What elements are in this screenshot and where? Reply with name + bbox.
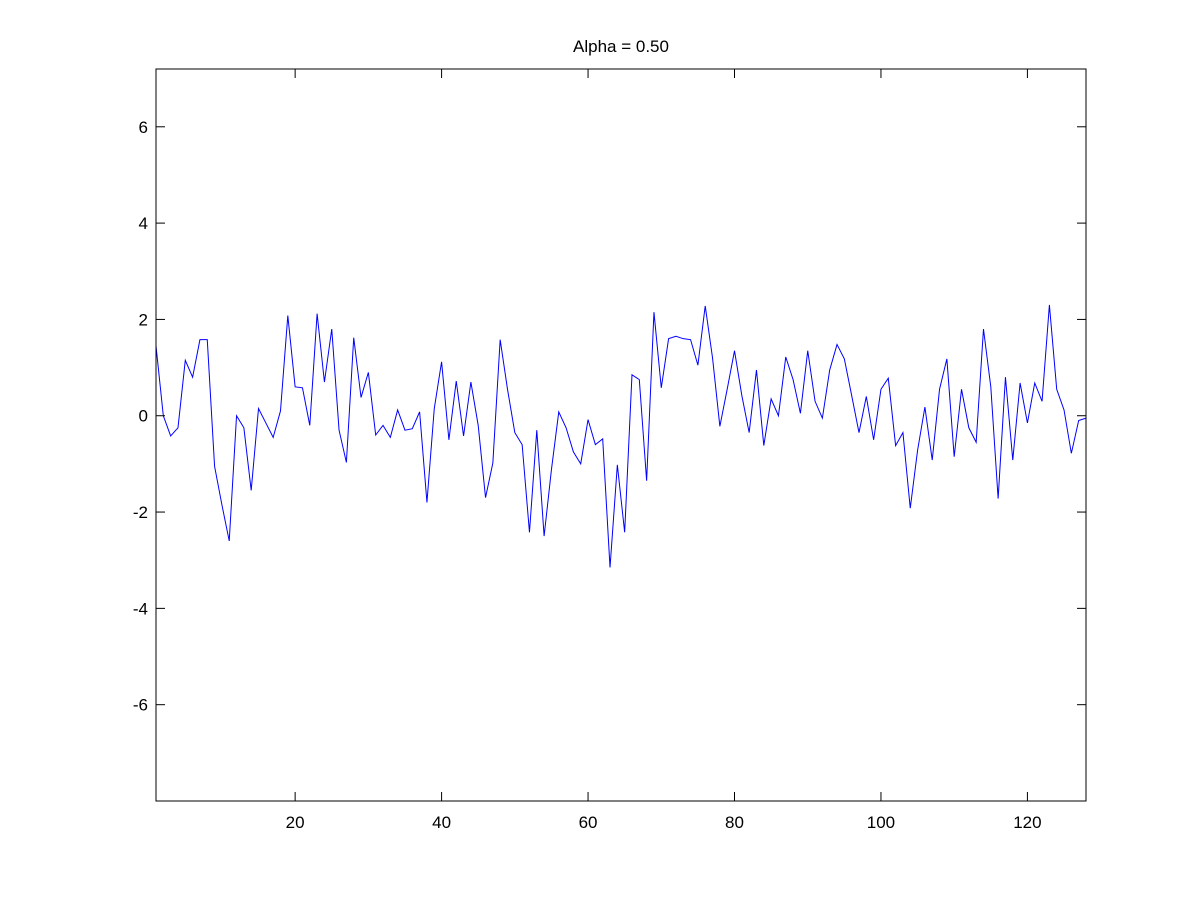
x-tick-label: 100 [867, 813, 895, 832]
line-layer [155, 304, 1087, 568]
y-tick-label: 2 [139, 310, 148, 329]
ticks-layer: 20 40 60 80 100 120 -6 -4 -2 0 2 4 6 [133, 69, 1086, 832]
x-tick-label: 80 [725, 813, 744, 832]
chart-title: Alpha = 0.50 [573, 37, 669, 56]
y-tick-label: -2 [133, 503, 148, 522]
y-tick-label: -6 [133, 696, 148, 715]
x-tick-label: 20 [286, 813, 305, 832]
x-tick-label: 120 [1013, 813, 1041, 832]
x-tick-label: 60 [579, 813, 598, 832]
y-tick-label: 6 [139, 118, 148, 137]
y-tick-label: 0 [139, 407, 148, 426]
plot-area [156, 69, 1086, 801]
series-line-0 [155, 304, 1087, 568]
y-tick-label: -4 [133, 599, 148, 618]
y-tick-label: 4 [139, 214, 148, 233]
axes-box [155, 68, 1087, 802]
x-tick-label: 40 [432, 813, 451, 832]
